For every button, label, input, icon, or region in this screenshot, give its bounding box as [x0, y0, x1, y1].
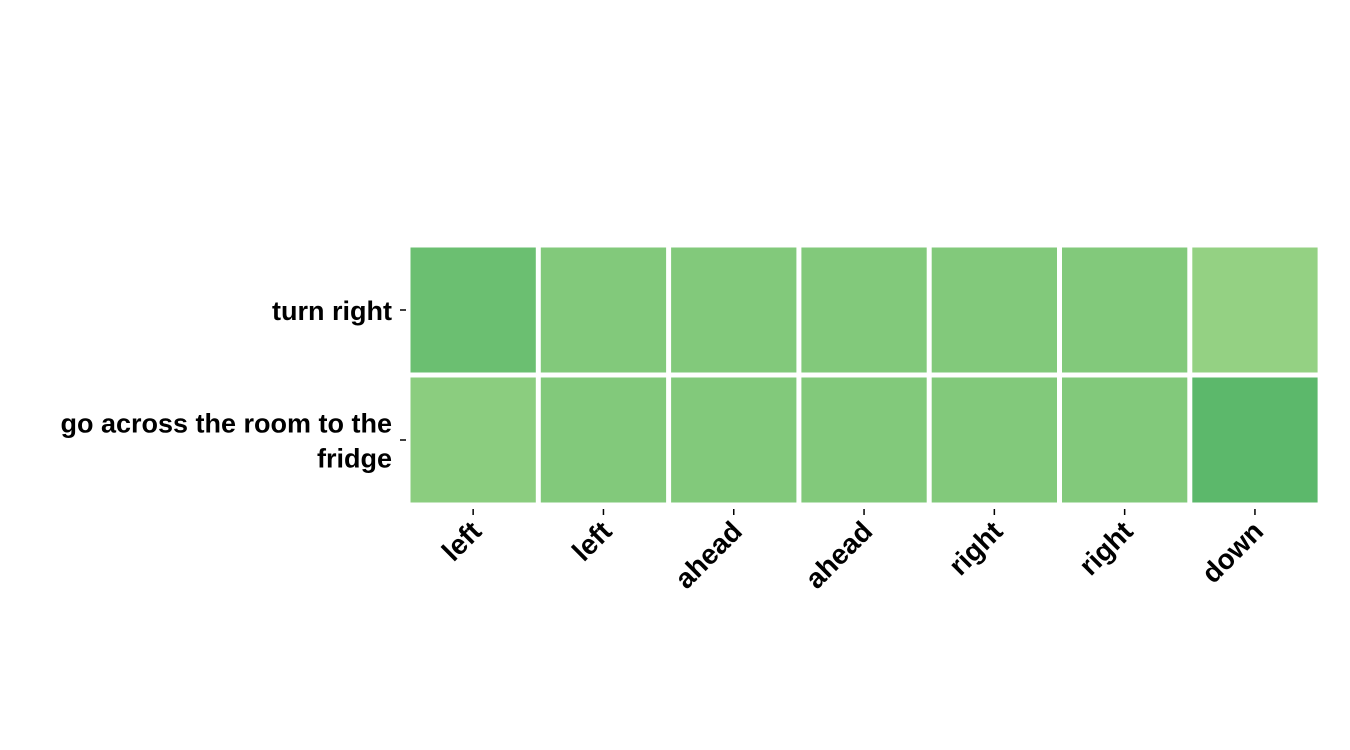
- y-tick-label: go across the room to the fridge: [60, 409, 392, 474]
- heatmap-cell-r1-c0: [410, 377, 536, 503]
- heatmap-cell-r0-c1: [540, 247, 667, 373]
- heatmap-cell-r0-c0: [410, 247, 536, 373]
- heatmap-cell-r0-c2: [671, 247, 797, 373]
- x-tick-label: ahead: [799, 515, 878, 594]
- x-tick-label: left: [436, 515, 488, 567]
- x-axis: left left ahead ahead right right down: [436, 509, 1269, 594]
- x-tick-label: right: [943, 515, 1009, 581]
- heatmap-cell-r0-c4: [931, 247, 1057, 373]
- heatmap-cell-r1-c2: [671, 377, 797, 503]
- y-tick-label: turn right: [272, 296, 392, 326]
- y-axis: turn right go across the room to the fridg…: [60, 296, 406, 474]
- heatmap-cell-r0-c5: [1062, 247, 1188, 373]
- heatmap-cell-r1-c6: [1192, 377, 1318, 503]
- heatmap-cells: [410, 247, 1318, 503]
- x-tick-label: right: [1073, 515, 1139, 581]
- y-tick-label-line: turn right: [272, 296, 392, 326]
- heatmap-cell-r1-c4: [931, 377, 1057, 503]
- heatmap-cell-r1-c1: [540, 377, 667, 503]
- heatmap-cell-r1-c5: [1062, 377, 1188, 503]
- y-tick-label-line: fridge: [317, 444, 392, 474]
- y-tick-label-line: go across the room to the: [60, 409, 392, 439]
- x-tick-label: down: [1196, 515, 1270, 589]
- heatmap-cell-r0-c3: [801, 247, 927, 373]
- heatmap-cell-r0-c6: [1192, 247, 1318, 373]
- heatmap-cell-r1-c3: [801, 377, 927, 503]
- x-tick-label: left: [566, 515, 618, 567]
- x-tick-label: ahead: [669, 515, 748, 594]
